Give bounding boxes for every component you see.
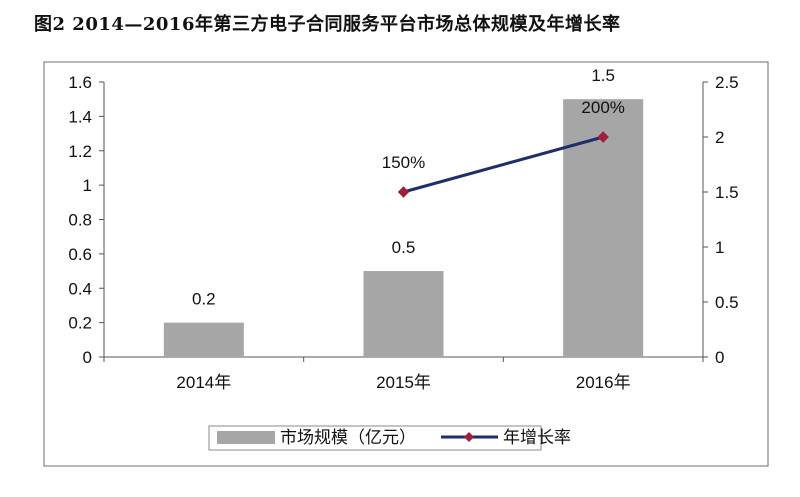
bar-data-label: 0.2 [192, 290, 216, 309]
legend-line-marker [464, 432, 474, 442]
y-left-tick-label: 1.6 [68, 73, 92, 92]
y-right-tick-label: 0.5 [715, 293, 739, 312]
line-data-label: 150% [382, 153, 425, 172]
growth-rate-line [403, 135, 604, 194]
bar-market-size [163, 322, 244, 357]
chart-frame [43, 61, 769, 467]
legend-bar-swatch [217, 431, 275, 444]
legend-line-label: 年增长率 [503, 428, 571, 447]
bar-market-size [363, 271, 444, 357]
x-category-label: 2015年 [376, 373, 431, 392]
x-category-label: 2016年 [576, 373, 631, 392]
y-left-tick-label: 0.4 [68, 279, 92, 298]
growth-rate-marker [397, 186, 410, 198]
legend: 市场规模（亿元） 年增长率 [208, 425, 571, 451]
y-left-tick-label: 1.4 [68, 107, 92, 126]
y-left-tick-label: 0 [83, 348, 92, 367]
y-left-tick-label: 0.6 [68, 245, 92, 264]
y-left-tick-label: 0.8 [68, 211, 92, 230]
y-left-tick-label: 0.2 [68, 314, 92, 333]
y-right-tick-label: 0 [715, 348, 724, 367]
y-right-tick-label: 1.5 [715, 183, 739, 202]
y-right-tick-label: 2.5 [715, 73, 739, 92]
y-right-tick-label: 1 [715, 238, 724, 257]
figure-title: 图2 2014—2016年第三方电子合同服务平台市场总体规模及年增长率 [34, 14, 621, 35]
y-left-tick-label: 1 [83, 176, 92, 195]
line-data-label: 200% [581, 98, 624, 117]
y-right-tick-label: 2 [715, 128, 724, 147]
x-category-label: 2014年 [176, 373, 231, 392]
y-left-tick-label: 1.2 [68, 142, 92, 161]
bar-data-label: 1.5 [591, 66, 615, 85]
growth-rate-marker [597, 131, 609, 143]
legend-bar-label: 市场规模（亿元） [280, 428, 416, 447]
plot-area: 0 0.2 0.4 0.6 0.8 1 1.2 1.4 1.6 0 0.5 1 1.5 2 2.5 2014年… [68, 66, 738, 392]
bar-data-label: 0.5 [392, 238, 416, 257]
